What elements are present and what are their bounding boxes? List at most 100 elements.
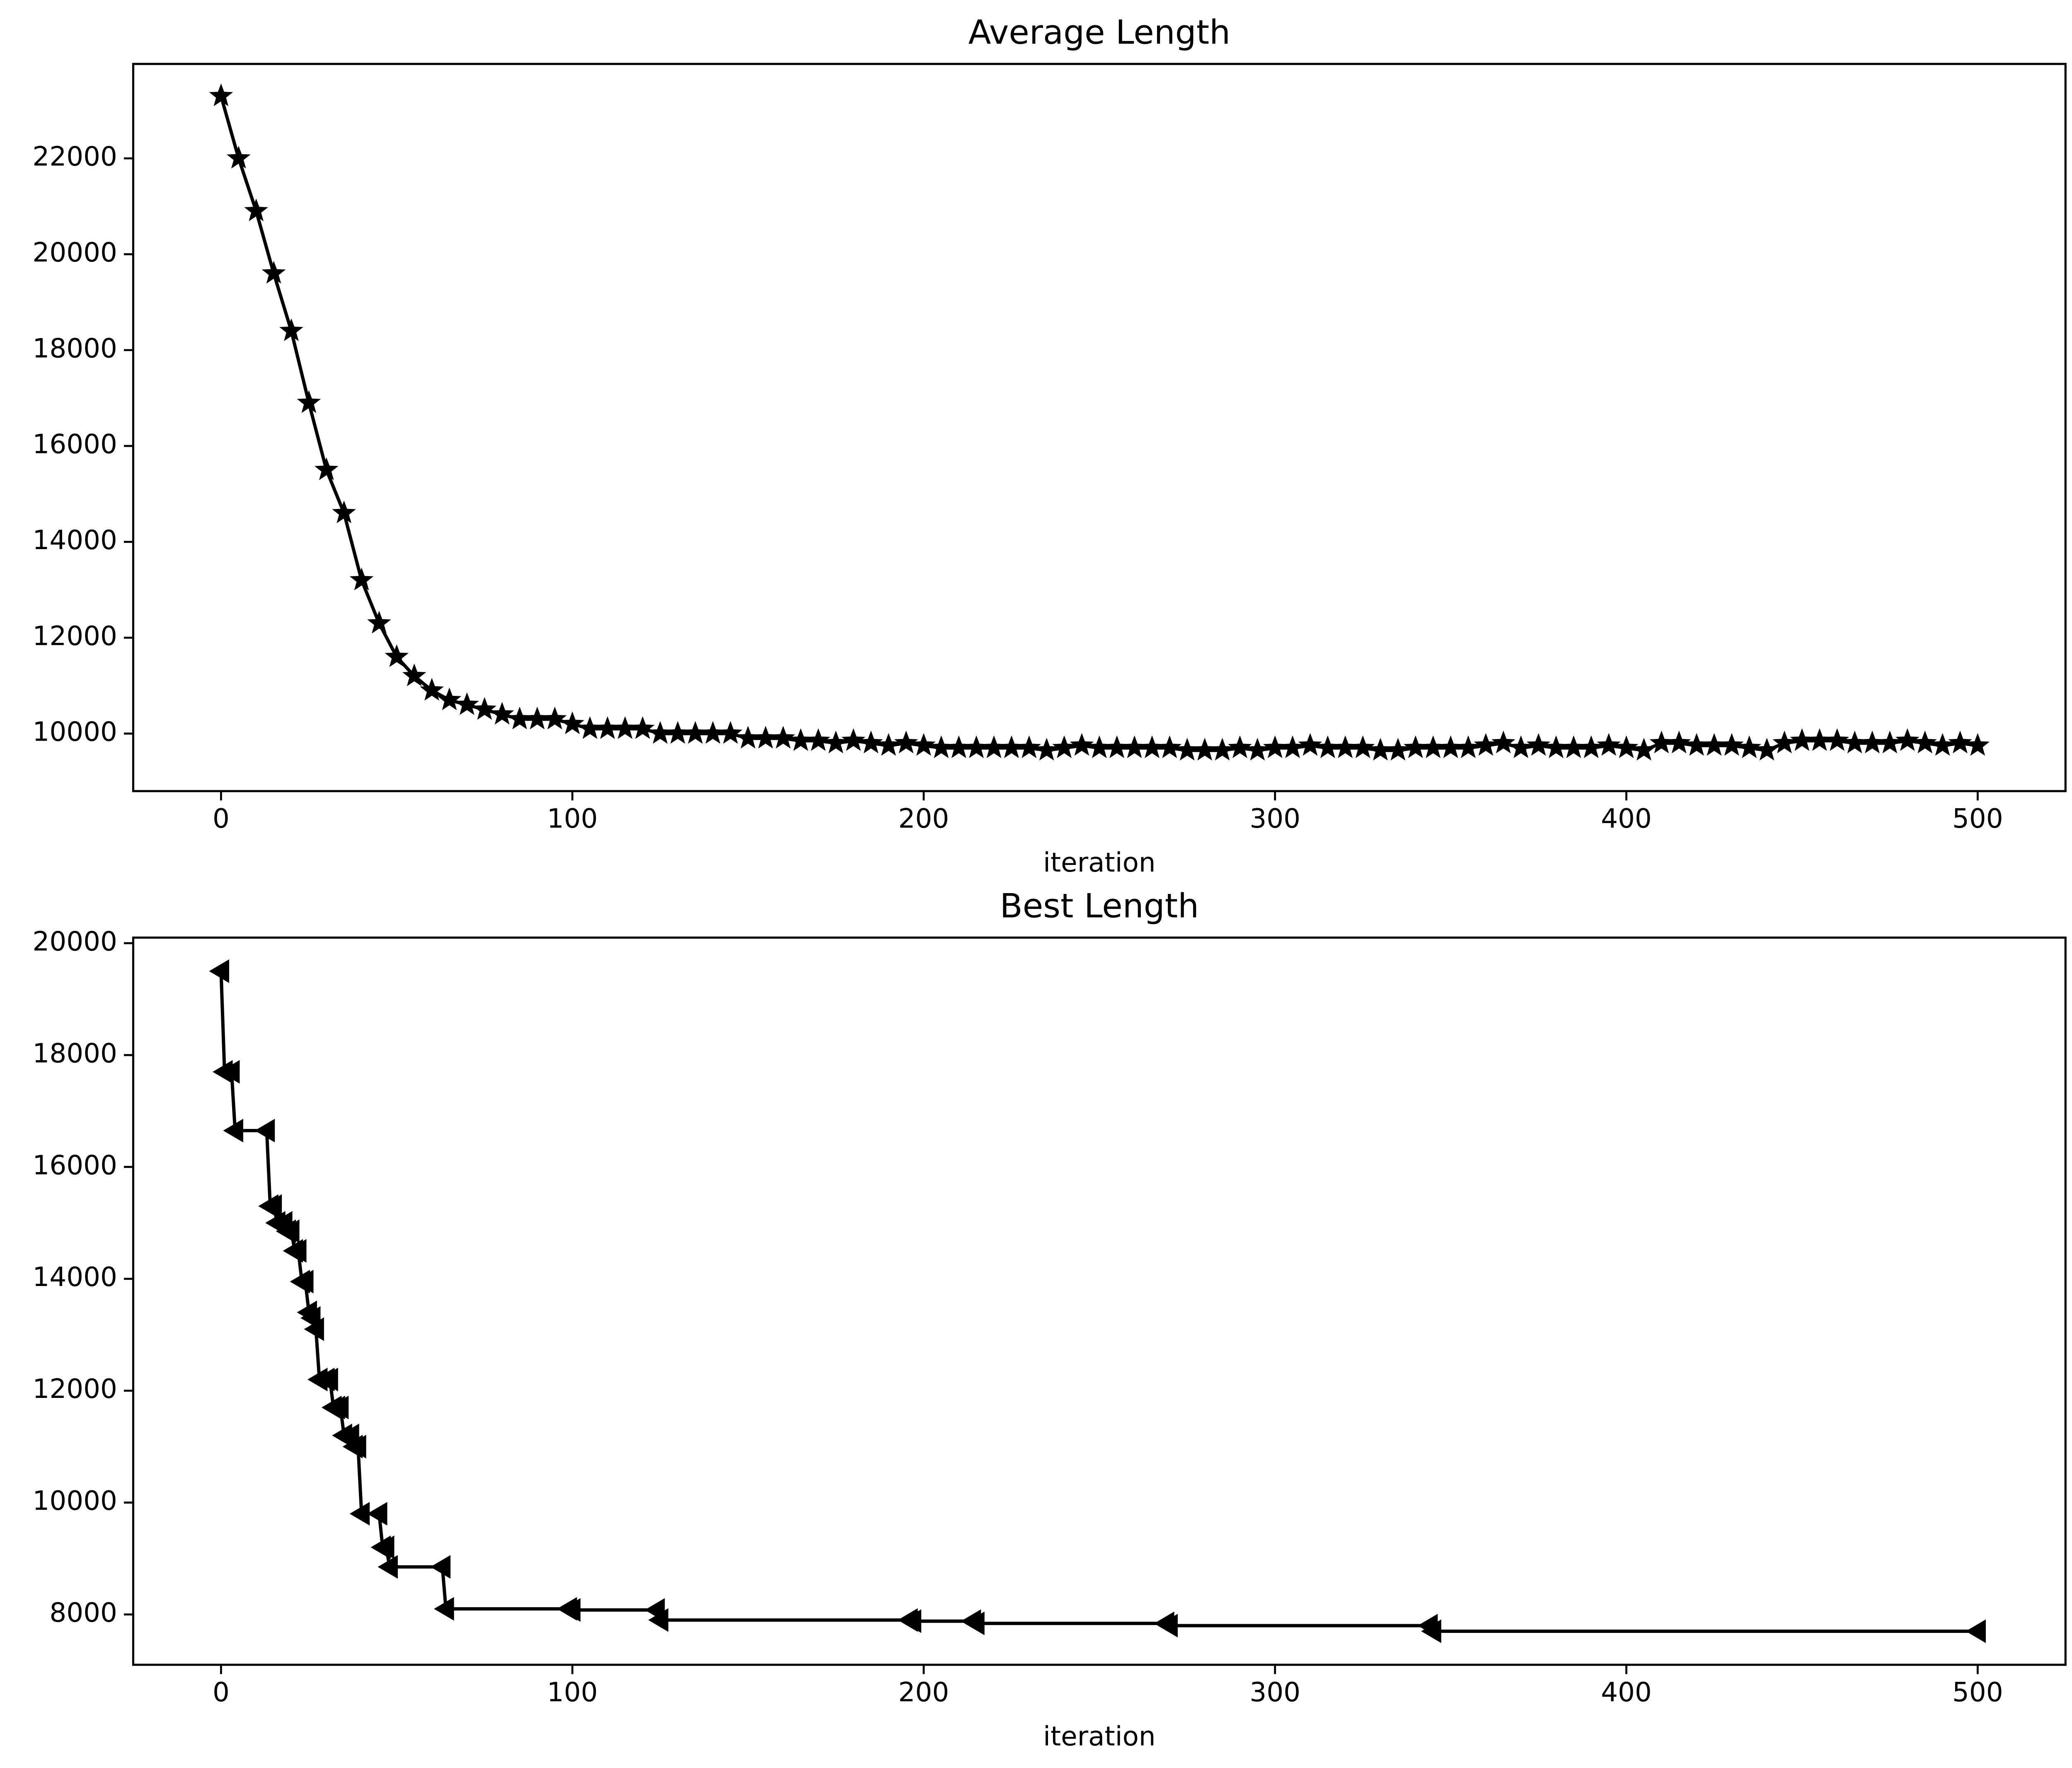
- data-point: [1597, 733, 1621, 756]
- x-axis-label: iteration: [1043, 1721, 1156, 1752]
- data-point: [1685, 733, 1709, 756]
- data-point: [824, 730, 848, 753]
- data-point: [946, 735, 971, 758]
- data-point: [1913, 730, 1937, 753]
- data-point: [261, 261, 286, 284]
- data-point: [1632, 738, 1656, 761]
- data-point: [1210, 738, 1234, 761]
- data-point: [286, 1239, 307, 1263]
- data-point: [1034, 738, 1059, 761]
- data-point: [1561, 735, 1586, 758]
- data-point: [560, 1598, 581, 1622]
- data-point: [297, 390, 321, 413]
- data-point: [1157, 735, 1182, 758]
- y-tick-label: 20000: [32, 926, 117, 957]
- data-point: [1965, 733, 1990, 756]
- x-tick-label: 300: [1249, 1677, 1300, 1708]
- data-point: [1825, 728, 1849, 751]
- data-point: [420, 678, 444, 701]
- data-point: [1895, 728, 1920, 751]
- y-tick-label: 10000: [32, 717, 117, 748]
- data-point: [1544, 735, 1568, 758]
- data-point: [595, 716, 620, 739]
- y-tick-label: 12000: [32, 620, 117, 651]
- data-point: [1404, 735, 1428, 758]
- data-point: [542, 707, 567, 729]
- data-point: [328, 1395, 349, 1419]
- data-point: [1333, 735, 1358, 758]
- data-point: [1526, 733, 1551, 756]
- data-point: [385, 644, 409, 667]
- data-point: [254, 1119, 275, 1143]
- data-point: [701, 721, 725, 744]
- data-point: [525, 707, 549, 729]
- chart-title: Best Length: [1000, 886, 1199, 925]
- data-point: [472, 697, 497, 720]
- data-point: [982, 735, 1006, 758]
- data-point: [771, 726, 795, 749]
- data-point: [1790, 728, 1814, 751]
- data-point: [378, 1555, 398, 1579]
- data-point: [1263, 735, 1287, 758]
- data-point: [1157, 1613, 1178, 1637]
- data-point: [1000, 735, 1024, 758]
- y-tick-label: 16000: [32, 429, 117, 460]
- data-point: [964, 735, 988, 758]
- data-point: [223, 1119, 243, 1143]
- data-point: [1386, 738, 1410, 761]
- data-point: [1808, 728, 1832, 751]
- data-point: [789, 728, 813, 751]
- x-tick-label: 300: [1249, 803, 1300, 834]
- data-point: [437, 687, 462, 710]
- data-point: [261, 1194, 282, 1218]
- data-point: [560, 711, 585, 734]
- data-point: [293, 1269, 314, 1293]
- data-point: [1614, 735, 1639, 758]
- data-point: [367, 610, 391, 634]
- data-point: [929, 735, 954, 758]
- data-point: [1772, 730, 1796, 753]
- data-point: [209, 83, 233, 107]
- data-point: [1421, 1619, 1441, 1643]
- data-point: [1122, 735, 1147, 758]
- x-tick-label: 0: [213, 803, 230, 834]
- data-point: [841, 728, 866, 751]
- data-point: [1878, 730, 1902, 753]
- data-point: [455, 692, 479, 715]
- x-tick-label: 400: [1601, 803, 1652, 834]
- data-point: [1737, 735, 1762, 758]
- data-point: [718, 721, 743, 744]
- data-point: [318, 1368, 338, 1392]
- data-point: [1175, 738, 1199, 761]
- data-point: [1193, 738, 1217, 761]
- data-point: [209, 959, 230, 983]
- data-point: [219, 1060, 240, 1084]
- data-point: [876, 733, 901, 756]
- data-point: [1087, 735, 1111, 758]
- data-point: [901, 1609, 922, 1633]
- y-tick-label: 20000: [32, 237, 117, 268]
- data-point: [964, 1611, 985, 1635]
- data-point: [430, 1555, 451, 1579]
- data-point: [1298, 733, 1322, 756]
- x-tick-label: 100: [547, 1677, 598, 1708]
- y-tick-label: 22000: [32, 141, 117, 172]
- x-tick-label: 100: [547, 803, 598, 834]
- plot-frame: [132, 936, 2067, 1666]
- data-point: [1280, 735, 1305, 758]
- y-tick-label: 8000: [49, 1597, 117, 1628]
- x-axis-label: iteration: [1043, 847, 1156, 878]
- y-tick-label: 12000: [32, 1373, 117, 1405]
- data-point: [244, 199, 268, 221]
- data-point: [349, 567, 374, 591]
- series-line: [219, 971, 1978, 1633]
- data-point: [894, 730, 918, 753]
- data-point: [806, 728, 830, 751]
- data-point: [1649, 730, 1674, 753]
- data-point: [630, 716, 655, 739]
- data-point: [1860, 730, 1884, 753]
- data-point: [332, 500, 356, 523]
- data-point: [1421, 735, 1445, 758]
